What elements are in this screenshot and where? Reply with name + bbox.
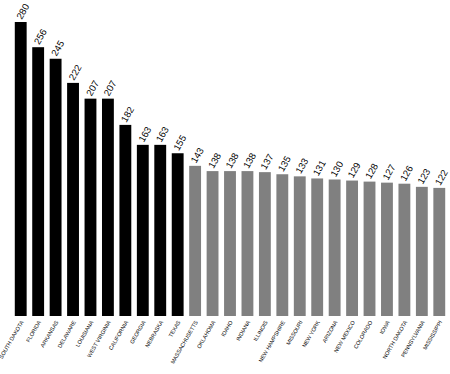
data-label: 123	[415, 167, 432, 186]
bar	[207, 171, 219, 316]
bar	[398, 184, 410, 316]
x-tick-label: MASSACHUSETTS	[169, 319, 199, 365]
bar	[15, 22, 27, 316]
x-tick-label: TEXAS	[167, 319, 181, 338]
data-label: 138	[241, 151, 258, 170]
data-label: 222	[66, 63, 83, 82]
bar	[416, 187, 428, 316]
data-label: 163	[153, 125, 170, 144]
data-label: 131	[310, 158, 327, 177]
data-label: 256	[31, 27, 48, 46]
data-label: 126	[398, 163, 415, 182]
x-tick-label: OKLAHOMA	[196, 319, 217, 349]
bar	[294, 176, 306, 316]
bar	[381, 183, 393, 316]
x-tick-label: WEST VIRGINIA	[86, 319, 112, 358]
bar	[189, 166, 201, 316]
data-label: 155	[171, 133, 188, 152]
data-label: 130	[328, 159, 345, 178]
x-tick-label: NEW MEXICO	[333, 319, 357, 354]
bar	[224, 171, 236, 316]
chart: 2802562452222072071821631631551431381381…	[0, 0, 450, 374]
bar	[172, 153, 184, 316]
data-label: 133	[293, 156, 310, 175]
bar	[311, 178, 323, 316]
data-label: 207	[101, 78, 118, 97]
x-tick-label: ARIZONA	[321, 319, 339, 343]
data-label: 280	[14, 2, 31, 21]
bar	[242, 171, 254, 316]
x-tick-label: FLORIDA	[25, 319, 42, 343]
data-label: 122	[432, 168, 449, 187]
x-tick-label: INDIANA	[235, 319, 252, 342]
bar	[119, 125, 131, 316]
data-labels: 2802562452222072071821631631551431381381…	[14, 2, 450, 187]
bar	[137, 145, 149, 316]
bar	[364, 182, 376, 316]
data-label: 128	[363, 161, 380, 180]
x-tick-label: MISSOURI	[285, 319, 304, 346]
x-tick-label: COLORADO	[352, 319, 373, 350]
x-tick-label: NEBRASKA	[144, 319, 164, 348]
x-tick-label: IOWA	[378, 319, 391, 335]
data-label: 137	[258, 152, 275, 171]
data-label: 207	[84, 78, 101, 97]
data-label: 245	[49, 39, 66, 58]
data-label: 138	[223, 151, 240, 170]
x-tick-label: NEW YORK	[301, 319, 321, 348]
bars	[15, 22, 445, 316]
x-tick-label: IDAHO	[220, 319, 234, 338]
bar	[67, 83, 79, 316]
x-axis: SOUTH DAKOTAFLORIDAARKANSASDELAWARELOUIS…	[0, 319, 443, 365]
data-label: 129	[345, 160, 362, 179]
bar	[50, 59, 62, 316]
data-label: 127	[380, 162, 397, 181]
x-tick-label: CALIFORNIA	[108, 319, 130, 351]
bar	[32, 47, 44, 316]
data-label: 143	[188, 146, 205, 165]
bar	[85, 99, 97, 316]
data-label: 138	[206, 151, 223, 170]
bar	[276, 174, 288, 316]
data-label: 135	[276, 154, 293, 173]
bar	[259, 172, 271, 316]
x-tick-label: SOUTH DAKOTA	[0, 319, 25, 360]
chart-container: 2802562452222072071821631631551431381381…	[0, 0, 450, 374]
bar	[433, 188, 445, 316]
bar	[329, 180, 341, 317]
bar	[102, 99, 114, 316]
data-label: 163	[136, 125, 153, 144]
x-tick-label: LOUISIANA	[74, 319, 94, 348]
x-tick-label: PENNSYLVANIA	[400, 319, 426, 358]
x-tick-label: NEW HAMPSHIRE	[257, 319, 286, 363]
bar	[154, 145, 166, 316]
data-label: 182	[119, 105, 136, 124]
x-tick-label: MISSISSIPPI	[422, 319, 444, 351]
x-tick-label: GEORGIA	[129, 319, 147, 345]
x-tick-label: ILLINOIS	[252, 319, 269, 342]
bar	[346, 181, 358, 316]
